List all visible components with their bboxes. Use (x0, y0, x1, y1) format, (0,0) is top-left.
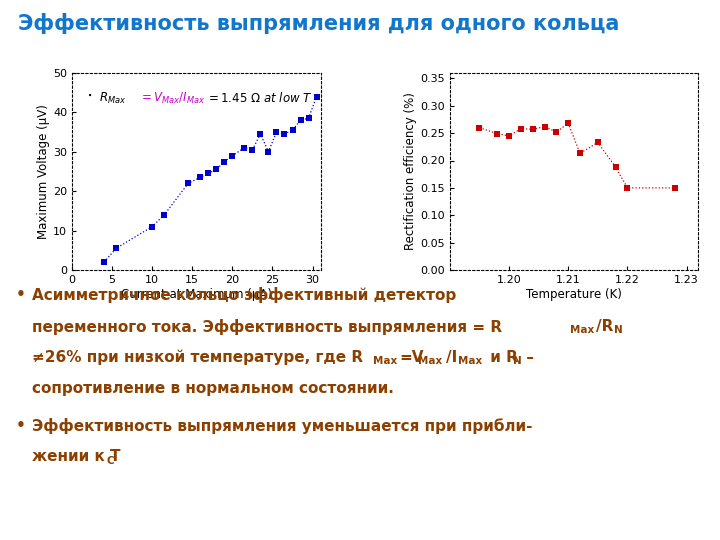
Text: Асимметричное кольцо эффективный детектор: Асимметричное кольцо эффективный детекто… (32, 287, 456, 303)
Text: $=V_{Max}/I_{Max}$: $=V_{Max}/I_{Max}$ (139, 91, 205, 106)
Text: и R: и R (485, 350, 518, 365)
Text: $=1.45\ \Omega\ at\ low\ T$: $=1.45\ \Omega\ at\ low\ T$ (206, 91, 313, 105)
Text: /I: /I (446, 350, 457, 365)
Text: N: N (513, 356, 522, 367)
Text: •: • (16, 287, 26, 302)
Text: $\mathbf{\cdot}$: $\mathbf{\cdot}$ (87, 91, 93, 100)
Text: Эффективность выпрямления для одного кольца: Эффективность выпрямления для одного кол… (18, 14, 619, 35)
Text: N: N (614, 325, 623, 335)
Text: Max: Max (418, 356, 443, 367)
Text: =V: =V (400, 350, 424, 365)
X-axis label: Temperature (K): Temperature (K) (526, 288, 622, 301)
Text: ≠26% при низкой температуре, где R: ≠26% при низкой температуре, где R (32, 350, 364, 366)
X-axis label: Current at Maximum (μA): Current at Maximum (μA) (121, 288, 271, 301)
Text: сопротивление в нормальном состоянии.: сопротивление в нормальном состоянии. (32, 381, 395, 396)
Text: $R_{Max}$: $R_{Max}$ (99, 91, 127, 106)
Text: Max: Max (570, 325, 594, 335)
Text: Max: Max (373, 356, 397, 367)
Text: •: • (16, 418, 26, 433)
Y-axis label: Maximum Voltage (μV): Maximum Voltage (μV) (37, 104, 50, 239)
Text: переменного тока. Эффективность выпрямления = R: переменного тока. Эффективность выпрямле… (32, 319, 503, 335)
Text: Эффективность выпрямления уменьшается при прибли-: Эффективность выпрямления уменьшается пр… (32, 418, 533, 434)
Text: C: C (107, 456, 114, 466)
Text: –: – (521, 350, 534, 365)
Text: /R: /R (596, 319, 613, 334)
Text: жении к T: жении к T (32, 449, 121, 464)
Text: Max: Max (458, 356, 482, 367)
Y-axis label: Rectification efficiency (%): Rectification efficiency (%) (405, 92, 418, 251)
